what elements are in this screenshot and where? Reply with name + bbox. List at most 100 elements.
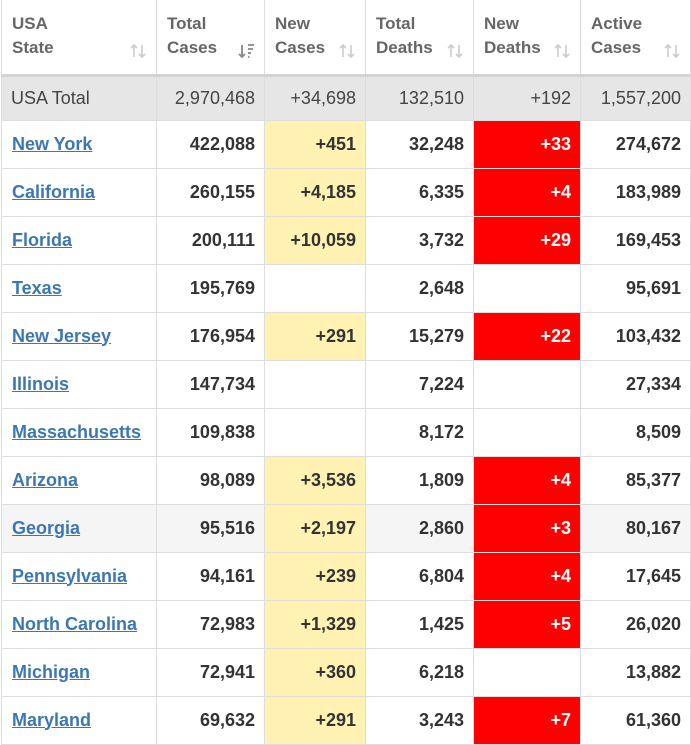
new-cases-cell: [264, 263, 366, 313]
sort-icon[interactable]: [663, 42, 681, 60]
state-cell: California: [1, 167, 157, 217]
state-cell: New York: [1, 119, 157, 169]
table-row: California 260,155 +4,185 6,335 +4 183,989: [1, 167, 691, 217]
header-line2: Cases: [275, 38, 326, 57]
table-row: Florida 200,111 +10,059 3,732 +29 169,453: [1, 215, 691, 265]
header-new-cases[interactable]: New Cases: [264, 0, 366, 77]
header-line2: Cases: [591, 38, 642, 57]
new-cases-cell: +2,197: [264, 503, 366, 553]
header-usa-state[interactable]: USA State: [1, 0, 157, 77]
state-link[interactable]: Florida: [12, 229, 73, 250]
total-new-deaths-cell: +192: [473, 74, 581, 121]
header-line1: New: [275, 14, 310, 33]
header-total-cases[interactable]: Total Cases: [156, 0, 265, 77]
total-cases-cell: 109,838: [156, 407, 265, 457]
sort-icon[interactable]: [446, 42, 464, 60]
new-deaths-cell: +22: [473, 311, 581, 361]
state-cell: Massachusetts: [1, 407, 157, 457]
state-cell: Illinois: [1, 359, 157, 409]
total-cases-cell: 69,632: [156, 695, 265, 745]
new-cases-cell: +239: [264, 551, 366, 601]
total-deaths-cell: 6,218: [365, 647, 474, 697]
table-row: Michigan 72,941 +360 6,218 13,882: [1, 647, 691, 697]
state-link[interactable]: Texas: [12, 277, 62, 298]
total-state-cell: USA Total: [1, 74, 157, 121]
header-new-deaths[interactable]: New Deaths: [473, 0, 581, 77]
table-row: Illinois 147,734 7,224 27,334: [1, 359, 691, 409]
total-total-deaths-cell: 132,510: [365, 74, 474, 121]
header-line2: Deaths: [484, 38, 541, 57]
new-cases-cell: +4,185: [264, 167, 366, 217]
new-cases-cell: +1,329: [264, 599, 366, 649]
new-cases-cell: +451: [264, 119, 366, 169]
header-line1: USA: [12, 14, 48, 33]
active-cases-cell: 183,989: [580, 167, 691, 217]
state-link[interactable]: Arizona: [12, 469, 79, 490]
active-cases-cell: 95,691: [580, 263, 691, 313]
state-link[interactable]: New York: [12, 133, 93, 154]
new-cases-cell: [264, 359, 366, 409]
new-deaths-cell: +5: [473, 599, 581, 649]
new-cases-cell: +360: [264, 647, 366, 697]
state-link[interactable]: Massachusetts: [12, 421, 142, 442]
table-row: Texas 195,769 2,648 95,691: [1, 263, 691, 313]
total-cases-cell: 176,954: [156, 311, 265, 361]
table-row: North Carolina 72,983 +1,329 1,425 +5 26,020: [1, 599, 691, 649]
total-cases-cell: 200,111: [156, 215, 265, 265]
state-link[interactable]: Pennsylvania: [12, 565, 128, 586]
total-deaths-cell: 15,279: [365, 311, 474, 361]
state-link[interactable]: North Carolina: [12, 613, 138, 634]
state-cell: Georgia: [1, 503, 157, 553]
state-cell: North Carolina: [1, 599, 157, 649]
new-deaths-cell: [473, 647, 581, 697]
active-cases-cell: 103,432: [580, 311, 691, 361]
sort-icon[interactable]: [129, 42, 147, 60]
new-cases-cell: +291: [264, 311, 366, 361]
new-cases-cell: +10,059: [264, 215, 366, 265]
new-deaths-cell: +7: [473, 695, 581, 745]
table-row: Pennsylvania 94,161 +239 6,804 +4 17,645: [1, 551, 691, 601]
header-total-deaths[interactable]: Total Deaths: [365, 0, 474, 77]
active-cases-cell: 27,334: [580, 359, 691, 409]
new-deaths-cell: +29: [473, 215, 581, 265]
usa-total-row: USA Total 2,970,468 +34,698 132,510 +192…: [1, 74, 691, 121]
state-link[interactable]: New Jersey: [12, 325, 112, 346]
total-deaths-cell: 3,243: [365, 695, 474, 745]
new-deaths-cell: +3: [473, 503, 581, 553]
state-link[interactable]: Michigan: [12, 661, 91, 682]
table-row: Massachusetts 109,838 8,172 8,509: [1, 407, 691, 457]
table-body: USA Total 2,970,468 +34,698 132,510 +192…: [1, 74, 691, 745]
header-line1: Total: [376, 14, 416, 33]
active-cases-cell: 13,882: [580, 647, 691, 697]
header-line2: Deaths: [376, 38, 433, 57]
total-deaths-cell: 2,860: [365, 503, 474, 553]
header-line1: New: [484, 14, 519, 33]
sort-icon[interactable]: [553, 42, 571, 60]
total-deaths-cell: 3,732: [365, 215, 474, 265]
new-cases-cell: +3,536: [264, 455, 366, 505]
state-cell: New Jersey: [1, 311, 157, 361]
sort-desc-icon[interactable]: [237, 42, 255, 60]
state-link[interactable]: California: [12, 181, 96, 202]
table-row: Georgia 95,516 +2,197 2,860 +3 80,167: [1, 503, 691, 553]
new-deaths-cell: +4: [473, 455, 581, 505]
state-cell: Maryland: [1, 695, 157, 745]
state-link[interactable]: Georgia: [12, 517, 81, 538]
new-deaths-cell: +4: [473, 167, 581, 217]
total-deaths-cell: 8,172: [365, 407, 474, 457]
header-line1: Active: [591, 14, 643, 33]
state-cell: Michigan: [1, 647, 157, 697]
total-cases-cell: 72,941: [156, 647, 265, 697]
state-cell: Pennsylvania: [1, 551, 157, 601]
table-row: Arizona 98,089 +3,536 1,809 +4 85,377: [1, 455, 691, 505]
active-cases-cell: 8,509: [580, 407, 691, 457]
total-deaths-cell: 1,809: [365, 455, 474, 505]
header-active-cases[interactable]: Active Cases: [580, 0, 691, 77]
total-total-cases-cell: 2,970,468: [156, 74, 265, 121]
state-link[interactable]: Maryland: [12, 709, 92, 730]
state-link[interactable]: Illinois: [12, 373, 70, 394]
header-line2: State: [12, 38, 54, 57]
sort-icon[interactable]: [338, 42, 356, 60]
total-cases-cell: 72,983: [156, 599, 265, 649]
